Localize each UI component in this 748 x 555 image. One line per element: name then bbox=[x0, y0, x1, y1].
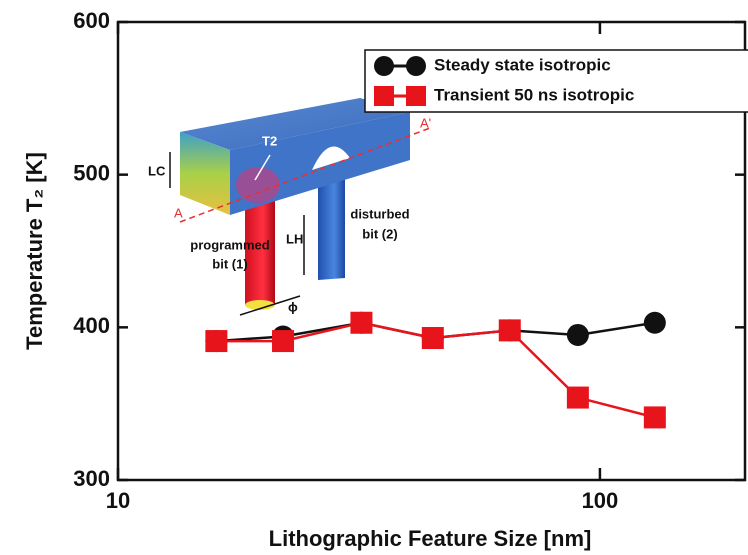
point bbox=[644, 406, 666, 428]
point bbox=[499, 319, 521, 341]
programmed-pillar bbox=[245, 200, 275, 305]
chart: LC T2 A A' programmed bit (1) disturbed … bbox=[0, 0, 748, 555]
point bbox=[272, 330, 294, 352]
x-tick-label: 10 bbox=[106, 488, 130, 513]
inset-label: A' bbox=[420, 115, 431, 130]
y-tick-label: 600 bbox=[73, 8, 110, 33]
point bbox=[567, 387, 589, 409]
inset-label: ϕ bbox=[288, 299, 298, 314]
inset-label: bit (1) bbox=[212, 256, 247, 271]
legend-marker bbox=[406, 86, 426, 106]
inset-label: T2 bbox=[262, 133, 277, 148]
y-axis-label: Temperature T₂ [K] bbox=[22, 152, 47, 350]
y-tick-label: 400 bbox=[73, 313, 110, 338]
point bbox=[644, 312, 666, 334]
legend-label: Steady state isotropic bbox=[434, 55, 611, 74]
legend-marker bbox=[374, 56, 394, 76]
legend-marker bbox=[374, 86, 394, 106]
hot-spot bbox=[236, 167, 280, 203]
inset-label: bit (2) bbox=[362, 226, 397, 241]
inset-label: LC bbox=[148, 163, 166, 178]
legend-marker bbox=[406, 56, 426, 76]
y-tick-label: 500 bbox=[73, 160, 110, 185]
inset-label: LH bbox=[286, 231, 303, 246]
device-inset: LC T2 A A' programmed bit (1) disturbed … bbox=[148, 98, 431, 315]
point bbox=[567, 324, 589, 346]
point bbox=[205, 330, 227, 352]
x-axis-label: Lithographic Feature Size [nm] bbox=[269, 526, 592, 551]
inset-label: disturbed bbox=[350, 206, 409, 221]
inset-label: programmed bbox=[190, 237, 270, 252]
point bbox=[350, 312, 372, 334]
point bbox=[422, 327, 444, 349]
legend-label: Transient 50 ns isotropic bbox=[434, 85, 634, 104]
y-tick-label: 300 bbox=[73, 466, 110, 491]
x-tick-label: 100 bbox=[582, 488, 619, 513]
inset-label: A bbox=[174, 205, 183, 220]
